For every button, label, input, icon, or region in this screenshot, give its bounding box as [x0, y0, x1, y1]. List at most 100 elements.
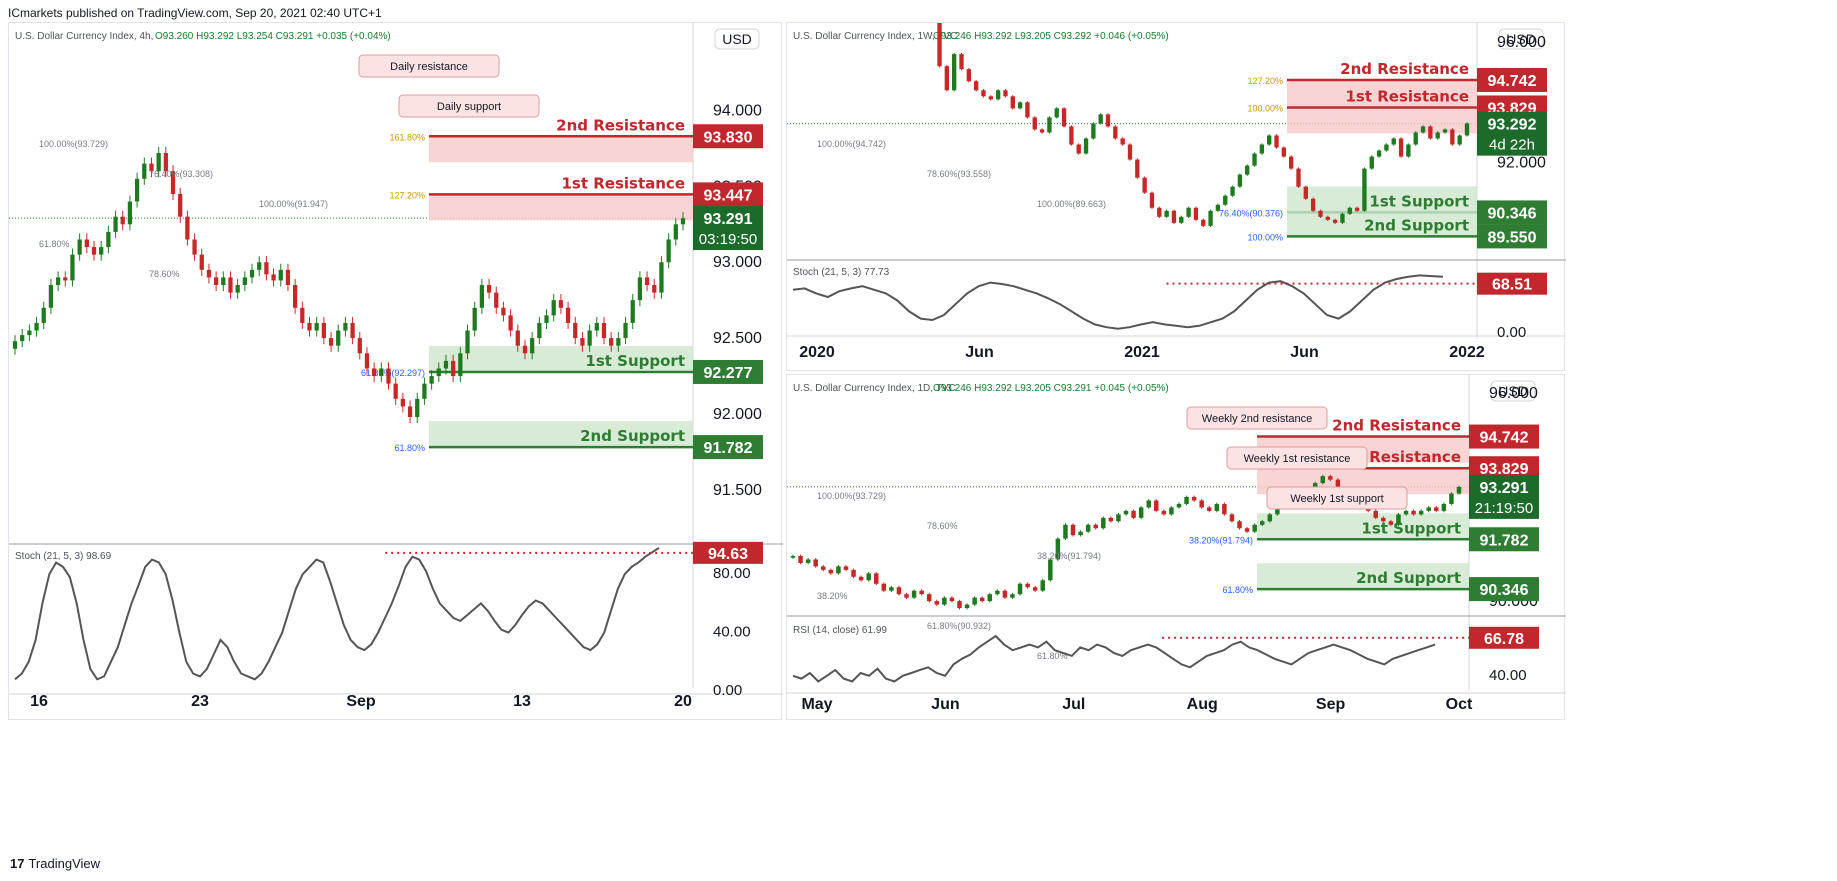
candle-body [1303, 186, 1309, 199]
candle-body [1078, 531, 1083, 536]
level-price-tag [1469, 577, 1539, 602]
level-zone [429, 136, 693, 163]
candle-body [951, 54, 957, 91]
candle-body [1039, 129, 1045, 133]
level-price-value: 93.447 [704, 187, 753, 204]
candle-body [1010, 594, 1015, 598]
candle-body [673, 224, 678, 240]
candle-body [1138, 507, 1144, 518]
candle-body [1398, 138, 1404, 157]
candle-body [623, 322, 628, 339]
candle-body [988, 96, 993, 100]
candle-body [573, 322, 578, 339]
candle-body [213, 277, 219, 285]
candle-body [1449, 493, 1454, 504]
y-tick-label: 96.000 [1497, 34, 1546, 51]
candle-body [1108, 517, 1114, 522]
candle-body [558, 300, 564, 308]
level-zone [1287, 79, 1477, 106]
currency-badge [1490, 380, 1536, 402]
candle-body [1328, 476, 1333, 480]
currency-badge [1498, 28, 1544, 50]
oscillator-tick-label: 80.00 [713, 565, 751, 582]
current-price-timer: 4d 22h [1489, 137, 1535, 154]
candle-body [1435, 132, 1440, 139]
chart-panel-1d[interactable]: U.S. Dollar Currency Index, 1D, TVC O93.2… [786, 374, 1566, 721]
x-tick-label: Sep [346, 693, 376, 710]
candle-body [609, 338, 614, 346]
chart-title: U.S. Dollar Currency Index, 1W, TVC [793, 31, 957, 42]
fib-level-label: 127.20% [1247, 76, 1283, 86]
y-tick-label: 94.000 [713, 102, 762, 119]
candle-body [350, 322, 355, 339]
candle-body [407, 406, 413, 418]
current-price-value: 93.291 [1480, 480, 1529, 497]
candle-body [1420, 126, 1426, 133]
candle-body [242, 277, 247, 285]
candle-body [1457, 135, 1462, 145]
candle-body [1310, 198, 1316, 211]
candle-body [652, 285, 657, 293]
candle-body [1406, 144, 1411, 157]
x-tick-label: Jun [965, 344, 993, 361]
chart-panel-1w[interactable]: U.S. Dollar Currency Index, 1W, TVC O93.2… [786, 22, 1566, 372]
chart-4h[interactable]: U.S. Dollar Currency Index, 4h, O93.260 H… [9, 23, 783, 721]
level-price-value: 92.277 [704, 365, 753, 382]
candle-body [594, 322, 599, 331]
candle-body [199, 254, 204, 270]
callout-text: Daily resistance [390, 61, 468, 73]
candle-body [942, 597, 947, 605]
candle-body [1259, 521, 1265, 525]
fib-label: 100.00%(91.947) [259, 199, 328, 209]
candle-body [1135, 159, 1140, 178]
candle-body [1411, 510, 1416, 515]
candle-body [805, 559, 811, 563]
candle-body [328, 338, 334, 346]
candle-body [858, 576, 864, 581]
candle-body [1391, 138, 1396, 145]
candle-body [1054, 108, 1059, 118]
callout-box [1186, 406, 1328, 430]
y-tick-label: 93.000 [713, 254, 762, 271]
chart-panel-4h[interactable]: U.S. Dollar Currency Index, 4h, O93.260 H… [8, 22, 783, 721]
fib-label: 76.40%(93.308) [149, 169, 213, 179]
candle-body [813, 559, 818, 567]
oscillator-tick-label: 40.00 [1489, 667, 1527, 684]
fib-level-label: 76.40%(90.376) [1219, 208, 1283, 218]
y-tick-label: 92.500 [713, 330, 762, 347]
candle-body [957, 601, 962, 609]
candle-body [185, 216, 190, 240]
level-label: 1st Support [585, 352, 685, 370]
level-price-value: 90.346 [1480, 582, 1529, 599]
candle-body [472, 307, 477, 331]
candle-body [874, 573, 879, 584]
candle-body [966, 69, 972, 82]
candle-body [995, 90, 1001, 100]
oscillator-level-tag [1477, 272, 1547, 295]
currency-label: USD [1498, 383, 1528, 399]
x-tick-label: 2020 [799, 344, 835, 361]
candle-body [1384, 144, 1389, 151]
x-tick-label: Jul [1062, 696, 1085, 713]
oscillator-tick-label: 40.00 [713, 624, 751, 641]
current-price-timer: 03:19:50 [699, 231, 757, 248]
chart-1d[interactable]: U.S. Dollar Currency Index, 1D, TVCO93.2… [787, 375, 1566, 721]
candle-body [285, 269, 291, 285]
level-label: 1st Resistance [1337, 448, 1461, 466]
candle-body [1252, 153, 1257, 166]
footer: 17 TradingView [10, 856, 100, 871]
candle-body [1320, 476, 1326, 484]
candle-body [321, 322, 326, 339]
candle-body [1426, 507, 1431, 511]
candle-body [1396, 514, 1401, 525]
chart-1w[interactable]: U.S. Dollar Currency Index, 1W, TVCO93.2… [787, 23, 1566, 372]
publisher-header: ICmarkets published on TradingView.com, … [8, 6, 382, 20]
candle-body [587, 330, 592, 346]
callout-text: Weekly 1st support [1290, 493, 1383, 505]
candle-body [1010, 96, 1015, 109]
candle-body [1184, 497, 1189, 504]
x-tick-label: 20 [674, 693, 692, 710]
candle-body [1450, 129, 1455, 145]
oscillator-level-value: 66.78 [1484, 631, 1524, 648]
oscillator-level-tag [1469, 626, 1539, 649]
